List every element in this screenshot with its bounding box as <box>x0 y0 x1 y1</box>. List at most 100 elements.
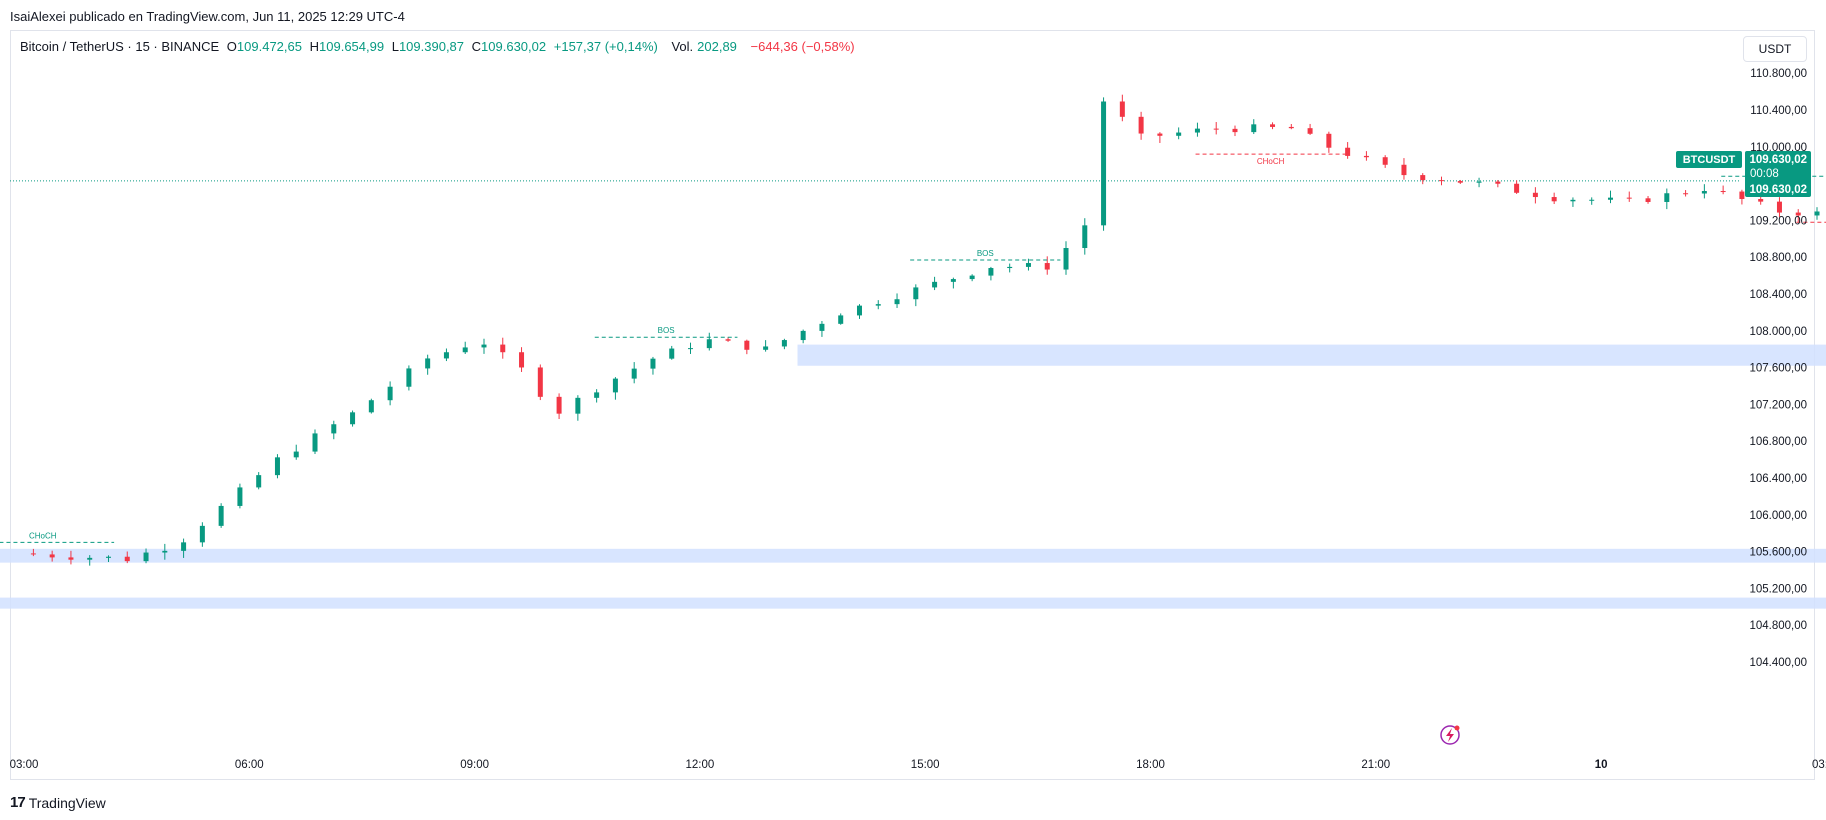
open-label: O <box>226 39 237 54</box>
candle-body <box>1044 263 1050 270</box>
candle-body <box>800 330 806 341</box>
y-tick-label: 108.800,00 <box>1749 252 1807 264</box>
candle-body <box>594 392 600 398</box>
demand-zone <box>0 548 1826 563</box>
volume-value: 202,89 <box>697 39 737 54</box>
candle-body <box>1720 191 1726 193</box>
y-tick-label: 106.000,00 <box>1749 510 1807 522</box>
structure-label: BOS <box>977 249 994 258</box>
candle-body <box>1101 101 1107 226</box>
candle-body <box>312 433 318 452</box>
x-tick-label: 12:00 <box>686 759 715 771</box>
structure-label: CHoCH <box>29 531 57 540</box>
candle-body <box>537 367 543 397</box>
candle-body <box>1645 198 1651 202</box>
low-label: L <box>391 39 399 54</box>
candle-body <box>988 268 994 276</box>
candle-body <box>725 339 731 341</box>
candle-body <box>1795 212 1801 216</box>
candle-body <box>181 542 187 551</box>
candle-body <box>1063 248 1069 270</box>
candle-body <box>1119 101 1125 117</box>
candle-body <box>1288 126 1294 129</box>
y-tick-label: 105.200,00 <box>1749 583 1807 595</box>
y-tick-label: 105.600,00 <box>1749 547 1807 559</box>
chart-frame[interactable] <box>10 30 1815 780</box>
candle-body <box>124 556 130 562</box>
y-tick-label: 110.400,00 <box>1750 105 1807 117</box>
symbol-title[interactable]: Bitcoin / TetherUS · 15 · BINANCE <box>20 39 220 54</box>
candle-body <box>1476 181 1482 183</box>
candle-body <box>1382 157 1388 165</box>
candle-body <box>1607 197 1613 200</box>
candle-body <box>856 305 862 316</box>
x-tick-label: 09:00 <box>460 759 489 771</box>
x-tick-label: 03:00 <box>1812 759 1826 771</box>
candle-body <box>1457 181 1463 183</box>
lightning-icon <box>1440 725 1460 745</box>
price-badge-price: 109.630,02 <box>1749 154 1807 166</box>
candle-body <box>1439 180 1445 182</box>
candle-body <box>406 368 412 387</box>
candle-body <box>218 505 224 526</box>
structure-label: BOS <box>658 326 675 335</box>
candle-body <box>612 378 618 393</box>
y-tick-label: 109.200,00 <box>1749 215 1807 227</box>
candle-body <box>1701 191 1707 194</box>
candle-body <box>1176 132 1182 136</box>
candle-body <box>1814 211 1820 216</box>
candle-body <box>293 451 299 458</box>
candle-body <box>1157 133 1163 136</box>
volume-change: −644,36 (−0,58%) <box>750 39 855 54</box>
candle-body <box>1532 192 1538 198</box>
candle-body <box>1589 199 1595 201</box>
price-badge <box>1745 151 1811 197</box>
publisher-line: IsaiAlexei publicado en TradingView.com,… <box>10 9 405 24</box>
tradingview-logo[interactable]: 17 TradingView <box>10 794 106 811</box>
candle-body <box>838 315 844 324</box>
x-tick-label: 15:00 <box>911 759 940 771</box>
price-badge-last: 109.630,02 <box>1749 184 1807 196</box>
y-tick-label: 110.800,00 <box>1750 68 1807 80</box>
tv-logo-icon: 17 <box>10 794 26 811</box>
candle-body <box>1194 128 1200 133</box>
candle-body <box>1025 263 1031 267</box>
candle-body <box>688 348 694 350</box>
candle-body <box>781 340 787 347</box>
brand-name: TradingView <box>28 794 106 811</box>
candle-body <box>1495 181 1501 184</box>
candle-body <box>1514 183 1520 193</box>
candle-body <box>744 340 750 350</box>
y-tick-label: 108.000,00 <box>1749 326 1807 338</box>
candle-body <box>819 323 825 331</box>
candle-body <box>763 346 769 350</box>
candle-body <box>256 475 262 488</box>
y-tick-label: 107.200,00 <box>1749 399 1807 411</box>
y-tick-label: 104.400,00 <box>1749 657 1807 669</box>
y-tick-label: 108.400,00 <box>1749 289 1807 301</box>
candle-body <box>894 299 900 305</box>
candle-body <box>49 554 55 558</box>
y-tick-label: 104.800,00 <box>1749 620 1807 632</box>
candle-body <box>1758 198 1764 202</box>
currency-button[interactable]: USDT <box>1743 36 1807 62</box>
y-tick-label: 107.600,00 <box>1749 363 1807 375</box>
candle-body <box>1551 197 1557 202</box>
candle-body <box>1664 193 1670 202</box>
price-badge-countdown: 00:08 <box>1750 168 1779 180</box>
x-tick-label: 21:00 <box>1361 759 1390 771</box>
lightning-icon-dot <box>1454 725 1460 731</box>
candle-body <box>1232 128 1238 133</box>
candle-body <box>706 339 712 349</box>
low-value: 109.390,87 <box>398 39 465 54</box>
candle-body <box>1776 201 1782 213</box>
candle-body <box>387 386 393 401</box>
candle-body <box>274 457 280 476</box>
high-label: H <box>309 39 320 54</box>
candle-body <box>368 400 374 413</box>
candle-body <box>1570 199 1576 202</box>
candle-body <box>30 553 36 555</box>
candle-body <box>500 344 506 353</box>
candle-body <box>1007 266 1013 269</box>
